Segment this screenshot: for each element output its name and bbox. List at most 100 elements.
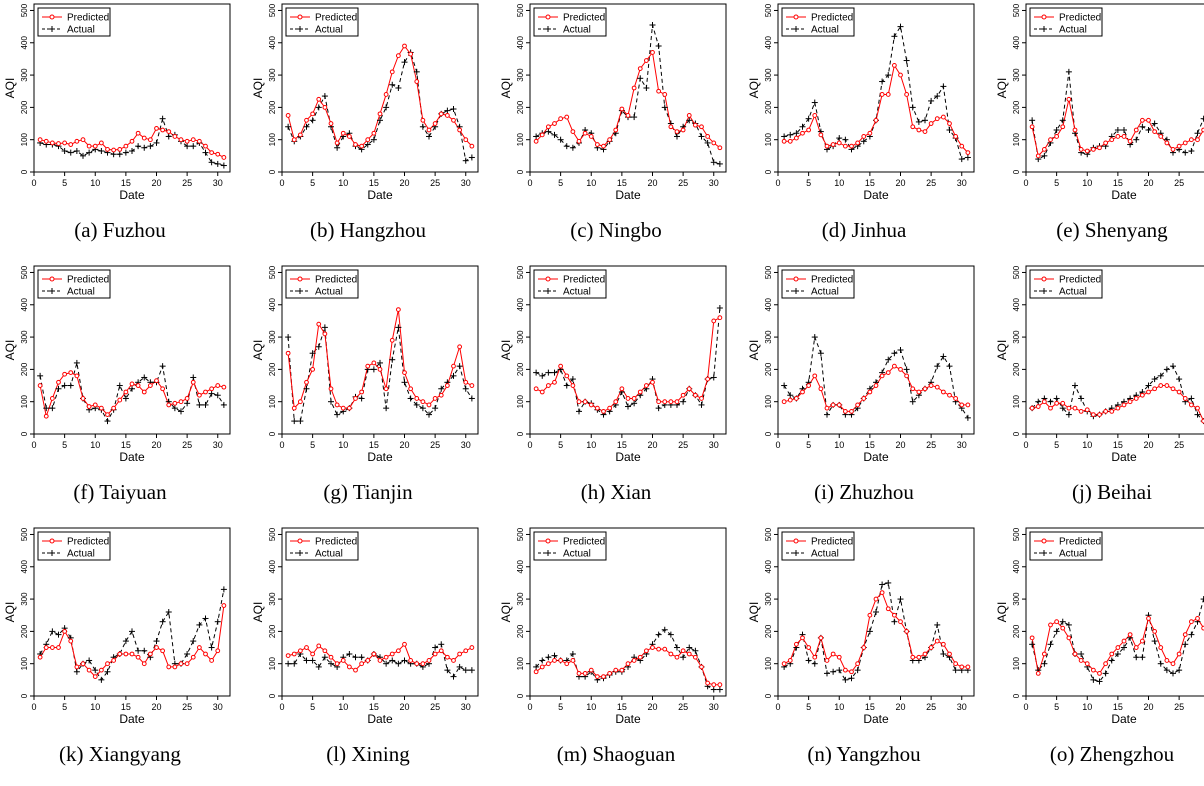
predicted-point <box>172 400 178 406</box>
predicted-point <box>178 399 184 405</box>
predicted-point <box>129 381 135 387</box>
predicted-point <box>916 654 922 660</box>
actual-point <box>419 123 426 130</box>
predicted-point <box>304 379 309 385</box>
x-tick-label: 0 <box>279 440 284 450</box>
x-tick-label: 20 <box>647 440 657 450</box>
y-axis-label: AQI <box>747 602 761 623</box>
actual-point <box>903 366 910 373</box>
x-tick-label: 30 <box>461 702 471 712</box>
legend-box <box>37 269 111 299</box>
predicted-point <box>533 386 539 392</box>
predicted-point <box>402 641 407 647</box>
x-tick-label: 20 <box>399 178 409 188</box>
actual-point <box>1182 149 1189 156</box>
actual-point <box>1151 120 1158 127</box>
legend-predicted-marker <box>297 276 303 282</box>
x-tick-label: 10 <box>834 440 844 450</box>
x-tick-label: 25 <box>678 178 688 188</box>
actual-point <box>557 136 564 143</box>
actual-point <box>438 385 445 392</box>
y-tick-label: 400 <box>268 298 277 312</box>
predicted-point <box>426 658 432 663</box>
y-tick-label: 200 <box>764 624 773 638</box>
predicted-point <box>576 670 582 676</box>
predicted-point <box>830 402 836 408</box>
actual-point <box>468 395 475 402</box>
actual-point <box>432 644 439 651</box>
actual-point <box>1188 148 1195 154</box>
y-tick-label: 100 <box>1012 656 1021 670</box>
y-tick-label: 0 <box>1012 169 1021 174</box>
predicted-point <box>613 667 619 673</box>
actual-point <box>533 133 540 140</box>
predicted-point <box>1072 405 1078 411</box>
legend-predicted-marker <box>545 276 551 282</box>
legend-predicted-label: Predicted <box>1059 13 1101 24</box>
actual-point <box>1114 651 1121 657</box>
predicted-point <box>631 85 637 91</box>
y-tick-label: 100 <box>20 132 29 146</box>
predicted-point <box>558 658 564 663</box>
actual-point <box>456 663 463 670</box>
y-tick-label: 500 <box>764 265 773 279</box>
y-tick-label: 400 <box>764 560 773 574</box>
legend-predicted-marker <box>49 538 55 544</box>
y-tick-label: 400 <box>20 560 29 574</box>
actual-point <box>692 647 699 654</box>
actual-point <box>655 631 662 638</box>
chart-panel: 0510152025300100200300400500DateAQIPredi… <box>992 0 1204 262</box>
actual-point <box>321 93 328 100</box>
predicted-point <box>1078 658 1084 663</box>
x-tick-label: 25 <box>678 702 688 712</box>
predicted-point <box>539 389 545 395</box>
x-tick-label: 5 <box>806 440 811 450</box>
predicted-point <box>668 399 674 405</box>
predicted-point <box>408 386 414 392</box>
predicted-point <box>1115 134 1121 139</box>
predicted-point <box>160 648 166 654</box>
predicted-point <box>1152 386 1158 392</box>
predicted-point <box>898 366 903 372</box>
actual-point <box>456 363 463 370</box>
actual-point <box>667 631 674 638</box>
x-axis-label: Date <box>1111 712 1137 726</box>
predicted-point <box>873 117 879 123</box>
y-tick-label: 200 <box>1012 100 1021 114</box>
y-axis-label: AQI <box>251 78 265 99</box>
actual-point <box>1047 641 1054 648</box>
x-tick-label: 30 <box>461 440 471 450</box>
actual-point <box>321 654 328 661</box>
actual-point <box>116 151 123 158</box>
y-tick-label: 100 <box>20 656 29 670</box>
predicted-point <box>346 664 352 670</box>
predicted-point <box>1035 670 1041 676</box>
predicted-point <box>1090 667 1096 673</box>
y-tick-label: 200 <box>268 100 277 114</box>
predicted-point <box>457 651 463 657</box>
predicted-point <box>154 378 159 384</box>
predicted-point <box>668 651 674 657</box>
actual-point <box>885 579 892 586</box>
y-tick-label: 500 <box>268 265 277 279</box>
predicted-point <box>178 661 184 667</box>
actual-point <box>848 675 855 682</box>
actual-line <box>39 589 225 681</box>
predicted-point <box>1060 124 1066 130</box>
y-tick-label: 200 <box>20 362 29 376</box>
y-tick-label: 0 <box>1012 693 1021 698</box>
x-tick-label: 30 <box>957 178 967 188</box>
predicted-point <box>1158 645 1164 650</box>
actual-point <box>184 143 191 150</box>
y-tick-label: 200 <box>1012 362 1021 376</box>
predicted-point <box>285 350 291 356</box>
predicted-point <box>1029 124 1035 130</box>
predicted-point <box>1195 137 1200 143</box>
predicted-point <box>717 315 723 321</box>
actual-point <box>811 660 818 667</box>
actual-point <box>1145 127 1152 133</box>
actual-point <box>1200 596 1204 603</box>
